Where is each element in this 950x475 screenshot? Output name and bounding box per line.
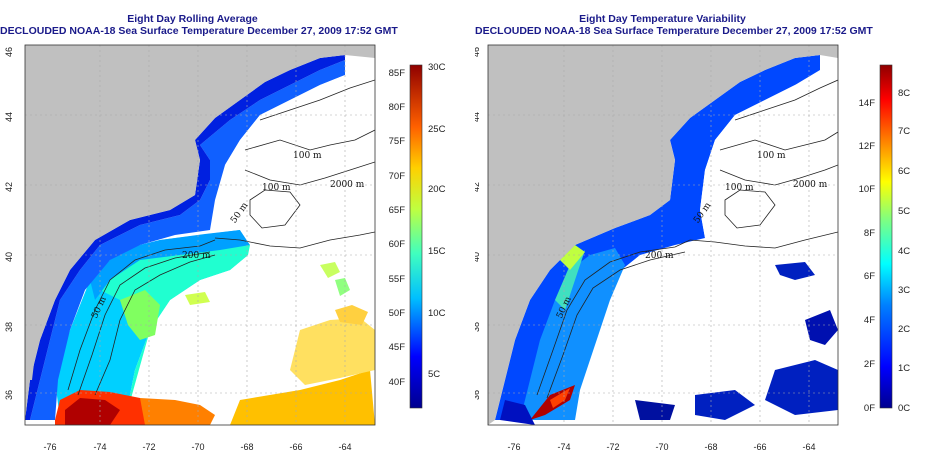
colorbar-c-label: 6C <box>898 166 910 177</box>
colorbar-f-label: 60F <box>389 239 406 250</box>
x-tick: -66 <box>753 442 766 452</box>
y-tick: 46 <box>475 47 481 57</box>
colorbar-c-label: 25C <box>428 124 446 135</box>
left-title-line2: DECLOUDED NOAA-18 Sea Surface Temperatur… <box>0 25 398 37</box>
x-axis-ticks: -76 -74 -72 -70 -68 -66 -64 <box>507 442 815 452</box>
colorbar-f-label: 75F <box>389 136 406 147</box>
contour-label-100m-lower: 100 m <box>262 183 291 193</box>
y-tick: 44 <box>475 112 481 122</box>
y-tick: 40 <box>4 252 14 262</box>
contour-label-100m-upper: 100 m <box>293 151 322 161</box>
colorbar-f-label: 85F <box>389 68 406 79</box>
colorbar-f-label: 65F <box>389 205 406 216</box>
colorbar-f-label: 45F <box>389 342 406 353</box>
graticule <box>25 45 375 425</box>
colorbar-c-label: 3C <box>898 285 910 296</box>
x-tick: -70 <box>655 442 668 452</box>
y-tick: 44 <box>4 112 14 122</box>
colorbar-c-label: 1C <box>898 363 910 374</box>
right-map-panel: 100 m 2000 m 100 m 50 m 200 m 50 m -76 -… <box>475 44 910 452</box>
colorbar-c-label: 20C <box>428 184 446 195</box>
y-tick: 42 <box>475 182 481 192</box>
x-tick: -76 <box>43 442 56 452</box>
contour-label-200m: 200 m <box>645 251 674 261</box>
x-tick: -74 <box>557 442 570 452</box>
contour-label-100m-lower: 100 m <box>725 183 754 193</box>
colorbar-f-label: 8F <box>864 228 875 239</box>
x-tick: -64 <box>338 442 351 452</box>
colorbar-c-label: 30C <box>428 62 446 73</box>
contour-label-2000m: 2000 m <box>330 180 365 190</box>
right-title-line1: Eight Day Temperature Variability <box>579 13 746 25</box>
colorbar-f-label: 2F <box>864 359 875 370</box>
colorbar-c-label: 15C <box>428 246 446 257</box>
colorbar-f-label: 4F <box>864 315 875 326</box>
colorbar-c-label: 5C <box>898 206 910 217</box>
colorbar-f-label: 12F <box>859 141 876 152</box>
y-axis-ticks: 46 44 42 40 38 36 <box>4 47 14 400</box>
colorbar-f-label: 50F <box>389 308 406 319</box>
x-tick: -72 <box>142 442 155 452</box>
x-axis-ticks: -76 -74 -72 -70 -68 -66 -64 <box>43 442 351 452</box>
y-tick: 40 <box>475 252 481 262</box>
variability-field <box>493 55 838 425</box>
x-tick: -74 <box>93 442 106 452</box>
left-title-line1: Eight Day Rolling Average <box>127 13 258 25</box>
left-map-panel: 100 m 2000 m 100 m 50 m 200 m 50 m -76 -… <box>4 44 446 452</box>
colorbar-c-label: 0C <box>898 403 910 414</box>
sst-colorbar <box>409 64 423 409</box>
colorbar-f-label: 6F <box>864 271 875 282</box>
contour-label-2000m: 2000 m <box>793 180 828 190</box>
y-tick: 46 <box>4 47 14 57</box>
x-tick: -64 <box>802 442 815 452</box>
colorbar-f-label: 40F <box>389 377 406 388</box>
x-tick: -66 <box>289 442 302 452</box>
colorbar-f-label: 70F <box>389 171 406 182</box>
y-tick: 38 <box>4 322 14 332</box>
x-tick: -72 <box>606 442 619 452</box>
colorbar-f-label: 55F <box>389 274 406 285</box>
land-mass <box>25 45 375 420</box>
contour-label-200m: 200 m <box>182 251 211 261</box>
variability-colorbar <box>879 64 893 409</box>
colorbar-c-label: 2C <box>898 324 910 335</box>
colorbar-c-label: 4C <box>898 246 910 257</box>
colorbar-f-labels: 85F 80F 75F 70F 65F 60F 55F 50F 45F 40F <box>389 68 406 388</box>
right-title-line2: DECLOUDED NOAA-18 Sea Surface Temperatur… <box>475 25 873 37</box>
colorbar-f-label: 14F <box>859 98 876 109</box>
bathymetry-contours <box>536 79 838 399</box>
graticule <box>488 45 838 425</box>
colorbar-c-label: 5C <box>428 369 440 380</box>
y-tick: 38 <box>475 322 481 332</box>
y-tick: 36 <box>4 390 14 400</box>
colorbar-f-label: 80F <box>389 102 406 113</box>
x-tick: -70 <box>191 442 204 452</box>
colorbar-c-label: 10C <box>428 308 446 319</box>
x-tick: -68 <box>240 442 253 452</box>
colorbar-f-label: 10F <box>859 184 876 195</box>
contour-label-100m-upper: 100 m <box>757 151 786 161</box>
x-tick: -76 <box>507 442 520 452</box>
y-axis-ticks: 46 44 42 40 38 36 <box>475 47 481 400</box>
y-tick: 42 <box>4 182 14 192</box>
bathymetry-contours <box>67 79 375 396</box>
land-mass <box>488 45 838 425</box>
colorbar-c-labels: 8C 7C 6C 5C 4C 3C 2C 1C 0C <box>898 88 910 414</box>
colorbar-c-labels: 30C 25C 20C 15C 10C 5C <box>428 62 446 380</box>
x-tick: -68 <box>704 442 717 452</box>
colorbar-f-label: 0F <box>864 403 875 414</box>
y-tick: 36 <box>475 390 481 400</box>
colorbar-c-label: 8C <box>898 88 910 99</box>
colorbar-c-label: 7C <box>898 126 910 137</box>
colorbar-f-labels: 14F 12F 10F 8F 6F 4F 2F 0F <box>859 98 876 414</box>
